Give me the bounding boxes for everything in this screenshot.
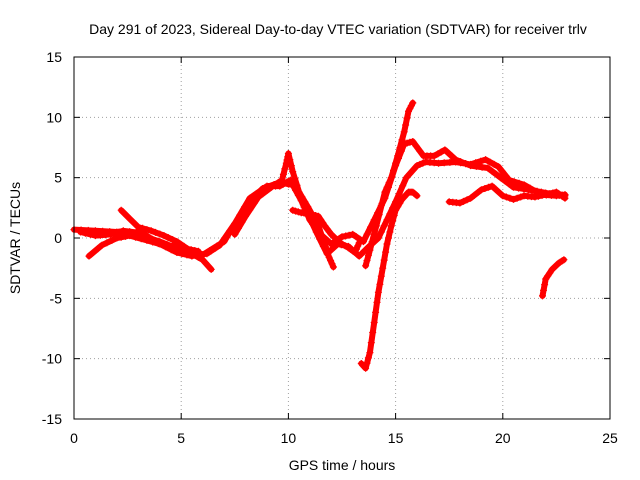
series-line bbox=[86, 232, 215, 273]
y-axis-title: SDTVAR / TECUs bbox=[7, 182, 23, 294]
plot-frame bbox=[73, 56, 611, 420]
series-track-5 bbox=[231, 150, 337, 271]
chart-title: Day 291 of 2023, Sidereal Day-to-day VTE… bbox=[89, 21, 587, 37]
x-tick-label: 10 bbox=[281, 430, 297, 446]
series-markers bbox=[85, 232, 215, 273]
series-markers bbox=[357, 188, 421, 372]
y-tick-label: 15 bbox=[46, 49, 62, 65]
y-tick-label: 5 bbox=[54, 170, 62, 186]
x-tick-label: 0 bbox=[70, 430, 78, 446]
series-layer bbox=[70, 99, 569, 372]
series-markers bbox=[362, 99, 417, 270]
y-tick-label: -10 bbox=[42, 351, 62, 367]
y-tick-label: -5 bbox=[50, 290, 63, 306]
x-tick-label: 15 bbox=[388, 430, 404, 446]
series-track-7 bbox=[362, 99, 417, 270]
series-track-10 bbox=[539, 256, 568, 300]
series-track-9 bbox=[445, 182, 569, 207]
series-markers bbox=[539, 256, 568, 300]
y-tick-label: 0 bbox=[54, 230, 62, 246]
series-track-4 bbox=[117, 206, 202, 255]
series-track-8 bbox=[357, 188, 421, 372]
x-tick-label: 5 bbox=[177, 430, 185, 446]
x-tick-label: 25 bbox=[602, 430, 618, 446]
y-tick-label: -15 bbox=[42, 411, 62, 427]
x-tick-label: 20 bbox=[495, 430, 511, 446]
x-axis-title: GPS time / hours bbox=[289, 457, 396, 473]
label-layer: 0 5 10 15 20 25 -15 -10 -5 0 5 10 15 bbox=[42, 49, 618, 446]
series-markers bbox=[289, 206, 363, 256]
series-track-3 bbox=[85, 232, 215, 273]
series-markers bbox=[117, 206, 202, 255]
series-track-6 bbox=[289, 206, 363, 256]
series-markers bbox=[445, 182, 569, 207]
series-line bbox=[118, 207, 202, 255]
y-tick-label: 10 bbox=[46, 109, 62, 125]
